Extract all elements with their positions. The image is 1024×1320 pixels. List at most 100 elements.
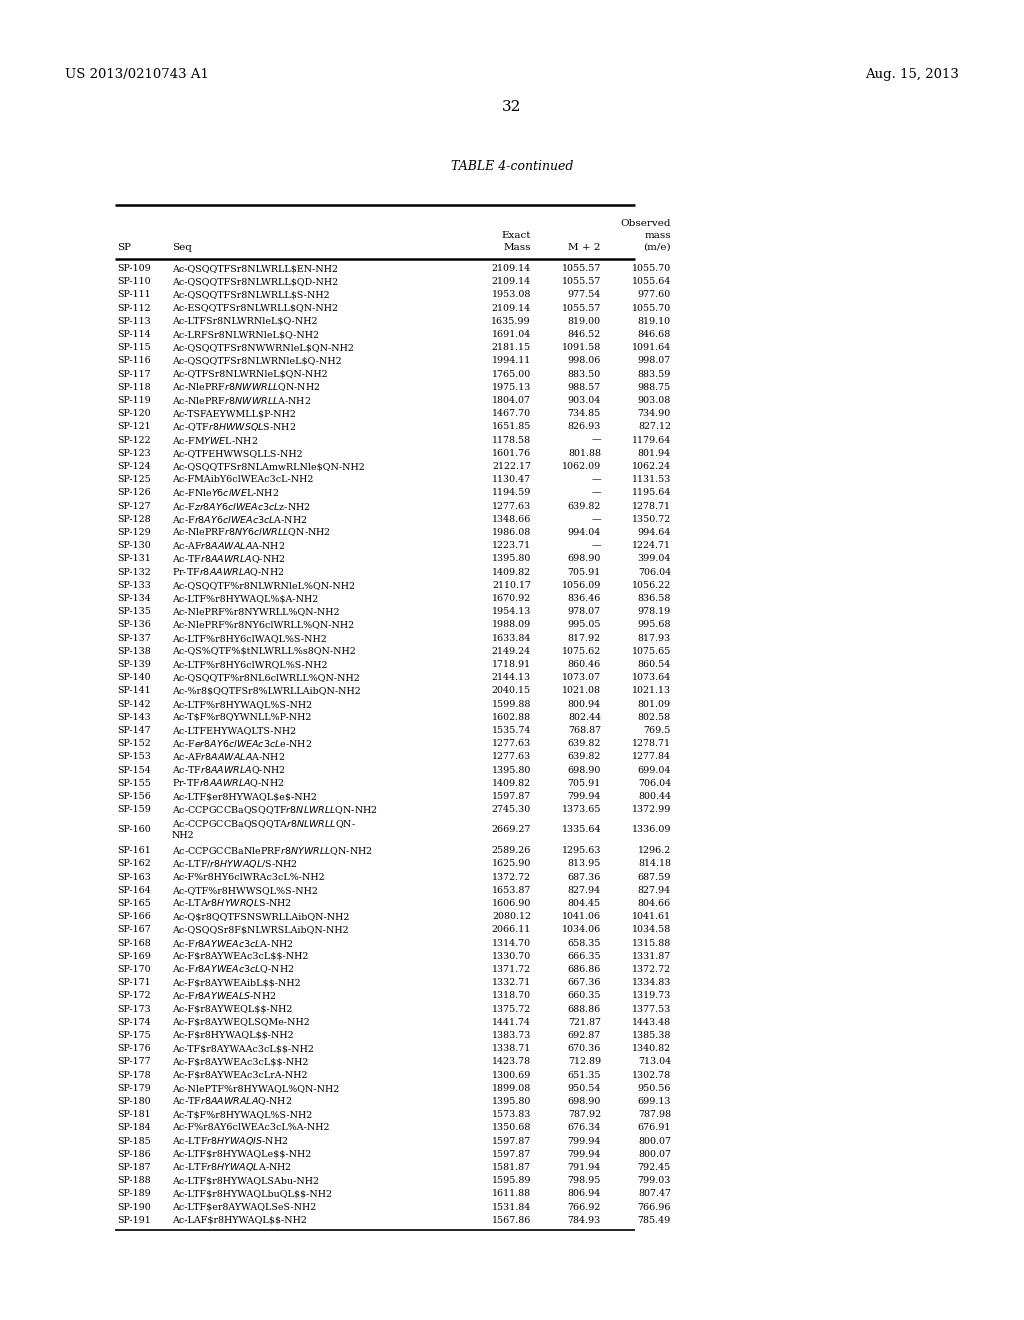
Text: SP-130: SP-130 [117, 541, 151, 550]
Text: SP-121: SP-121 [117, 422, 151, 432]
Text: 1395.80: 1395.80 [492, 1097, 531, 1106]
Text: 827.94: 827.94 [568, 886, 601, 895]
Text: 2122.17: 2122.17 [492, 462, 531, 471]
Text: Ac-F%r8AY6clWEAc3cL%A-NH2: Ac-F%r8AY6clWEAc3cL%A-NH2 [172, 1123, 330, 1133]
Text: 1302.78: 1302.78 [632, 1071, 671, 1080]
Text: 1573.83: 1573.83 [492, 1110, 531, 1119]
Text: 1531.84: 1531.84 [492, 1203, 531, 1212]
Text: 1395.80: 1395.80 [492, 766, 531, 775]
Text: 1021.13: 1021.13 [632, 686, 671, 696]
Text: Ac-LTFSr8NLWRNleL$Q-NH2: Ac-LTFSr8NLWRNleL$Q-NH2 [172, 317, 317, 326]
Text: SP: SP [117, 243, 131, 252]
Text: SP-156: SP-156 [117, 792, 151, 801]
Text: Ac-LTF%r8HYWAQL%S-NH2: Ac-LTF%r8HYWAQL%S-NH2 [172, 700, 312, 709]
Text: Ac-F$r8AYWEAc3cLrA-NH2: Ac-F$r8AYWEAc3cLrA-NH2 [172, 1071, 307, 1080]
Text: —: — [592, 436, 601, 445]
Text: 813.95: 813.95 [567, 859, 601, 869]
Text: 712.89: 712.89 [568, 1057, 601, 1067]
Text: SP-188: SP-188 [117, 1176, 151, 1185]
Text: Ac-QSQQTFSr8NWWRNleL$QN-NH2: Ac-QSQQTFSr8NWWRNleL$QN-NH2 [172, 343, 354, 352]
Text: Pr-TF$r8AAWRLA$Q-NH2: Pr-TF$r8AAWRLA$Q-NH2 [172, 777, 285, 789]
Text: Ac-F$r8AYWEAc3cL$$-NH2: Ac-F$r8AYWEAc3cL$$-NH2 [172, 952, 308, 961]
Text: 801.88: 801.88 [568, 449, 601, 458]
Text: 1075.65: 1075.65 [632, 647, 671, 656]
Text: Ac-F$r8AYWEQL$$-NH2: Ac-F$r8AYWEQL$$-NH2 [172, 1005, 293, 1014]
Text: Ac-QSQQTFSr8NLWRLL$S-NH2: Ac-QSQQTFSr8NLWRLL$S-NH2 [172, 290, 330, 300]
Text: 903.08: 903.08 [638, 396, 671, 405]
Text: SP-138: SP-138 [117, 647, 151, 656]
Text: Ac-NlePRF$r8NWWRLL$QN-NH2: Ac-NlePRF$r8NWWRLL$QN-NH2 [172, 381, 321, 393]
Text: Ac-NlePTF%r8HYWAQL%QN-NH2: Ac-NlePTF%r8HYWAQL%QN-NH2 [172, 1084, 339, 1093]
Text: SP-133: SP-133 [117, 581, 151, 590]
Text: 801.94: 801.94 [638, 449, 671, 458]
Text: 1994.11: 1994.11 [492, 356, 531, 366]
Text: SP-169: SP-169 [117, 952, 151, 961]
Text: Ac-FNle$Y6clWE$L-NH2: Ac-FNle$Y6clWE$L-NH2 [172, 487, 280, 499]
Text: SP-153: SP-153 [117, 752, 151, 762]
Text: SP-177: SP-177 [117, 1057, 151, 1067]
Text: 994.64: 994.64 [638, 528, 671, 537]
Text: 1804.07: 1804.07 [492, 396, 531, 405]
Text: SP-147: SP-147 [117, 726, 151, 735]
Text: 1091.64: 1091.64 [632, 343, 671, 352]
Text: 1372.72: 1372.72 [492, 873, 531, 882]
Text: 1581.87: 1581.87 [492, 1163, 531, 1172]
Text: 1278.71: 1278.71 [632, 739, 671, 748]
Text: SP-129: SP-129 [117, 528, 151, 537]
Text: 800.94: 800.94 [568, 700, 601, 709]
Text: 1335.64: 1335.64 [561, 825, 601, 833]
Text: SP-134: SP-134 [117, 594, 151, 603]
Text: SP-168: SP-168 [117, 939, 151, 948]
Text: 817.92: 817.92 [568, 634, 601, 643]
Text: SP-113: SP-113 [117, 317, 151, 326]
Text: Ac-QSQQTFSr8NLWRLL$QD-NH2: Ac-QSQQTFSr8NLWRLL$QD-NH2 [172, 277, 338, 286]
Text: 667.36: 667.36 [567, 978, 601, 987]
Text: SP-184: SP-184 [117, 1123, 151, 1133]
Text: 1441.74: 1441.74 [492, 1018, 531, 1027]
Text: 799.94: 799.94 [567, 792, 601, 801]
Text: SP-116: SP-116 [117, 356, 151, 366]
Text: 802.58: 802.58 [638, 713, 671, 722]
Text: 1195.64: 1195.64 [632, 488, 671, 498]
Text: 1606.90: 1606.90 [492, 899, 531, 908]
Text: 698.90: 698.90 [567, 554, 601, 564]
Text: 807.47: 807.47 [638, 1189, 671, 1199]
Text: 1295.63: 1295.63 [561, 846, 601, 855]
Text: 1055.57: 1055.57 [561, 264, 601, 273]
Text: 1635.99: 1635.99 [492, 317, 531, 326]
Text: 1278.71: 1278.71 [632, 502, 671, 511]
Text: Ac-TF$r8AAWRLA$Q-NH2: Ac-TF$r8AAWRLA$Q-NH2 [172, 553, 286, 565]
Text: Ac-QSQQTFSr8NLWRLL$EN-NH2: Ac-QSQQTFSr8NLWRLL$EN-NH2 [172, 264, 338, 273]
Text: SP-140: SP-140 [117, 673, 151, 682]
Text: 1277.63: 1277.63 [492, 502, 531, 511]
Text: SP-154: SP-154 [117, 766, 151, 775]
Text: 1348.66: 1348.66 [492, 515, 531, 524]
Text: Ac-LTF$/r8HYWAQL$/S-NH2: Ac-LTF$/r8HYWAQL$/S-NH2 [172, 858, 298, 870]
Text: 817.93: 817.93 [638, 634, 671, 643]
Text: 1318.70: 1318.70 [492, 991, 531, 1001]
Text: Ac-LRFSr8NLWRNleL$Q-NH2: Ac-LRFSr8NLWRNleL$Q-NH2 [172, 330, 319, 339]
Text: 1336.09: 1336.09 [632, 825, 671, 833]
Text: 1062.24: 1062.24 [632, 462, 671, 471]
Text: 802.44: 802.44 [568, 713, 601, 722]
Text: Ac-F$er8AY6clWEAc3cL$e-NH2: Ac-F$er8AY6clWEAc3cL$e-NH2 [172, 738, 312, 750]
Text: 1372.99: 1372.99 [632, 805, 671, 814]
Text: —: — [592, 475, 601, 484]
Text: 706.04: 706.04 [638, 568, 671, 577]
Text: 883.50: 883.50 [567, 370, 601, 379]
Text: 698.90: 698.90 [567, 766, 601, 775]
Text: 784.93: 784.93 [567, 1216, 601, 1225]
Text: US 2013/0210743 A1: US 2013/0210743 A1 [65, 69, 209, 81]
Text: 1131.53: 1131.53 [632, 475, 671, 484]
Text: 1597.87: 1597.87 [492, 792, 531, 801]
Text: 1330.70: 1330.70 [492, 952, 531, 961]
Text: 1975.13: 1975.13 [492, 383, 531, 392]
Text: SP-180: SP-180 [117, 1097, 151, 1106]
Text: 2589.26: 2589.26 [492, 846, 531, 855]
Text: SP-160: SP-160 [117, 825, 151, 833]
Text: 1625.90: 1625.90 [492, 859, 531, 869]
Text: Ac-F$r8AY6clWEAc3cL$A-NH2: Ac-F$r8AY6clWEAc3cL$A-NH2 [172, 513, 307, 525]
Text: 978.07: 978.07 [568, 607, 601, 616]
Text: 1277.63: 1277.63 [492, 752, 531, 762]
Text: 799.94: 799.94 [567, 1137, 601, 1146]
